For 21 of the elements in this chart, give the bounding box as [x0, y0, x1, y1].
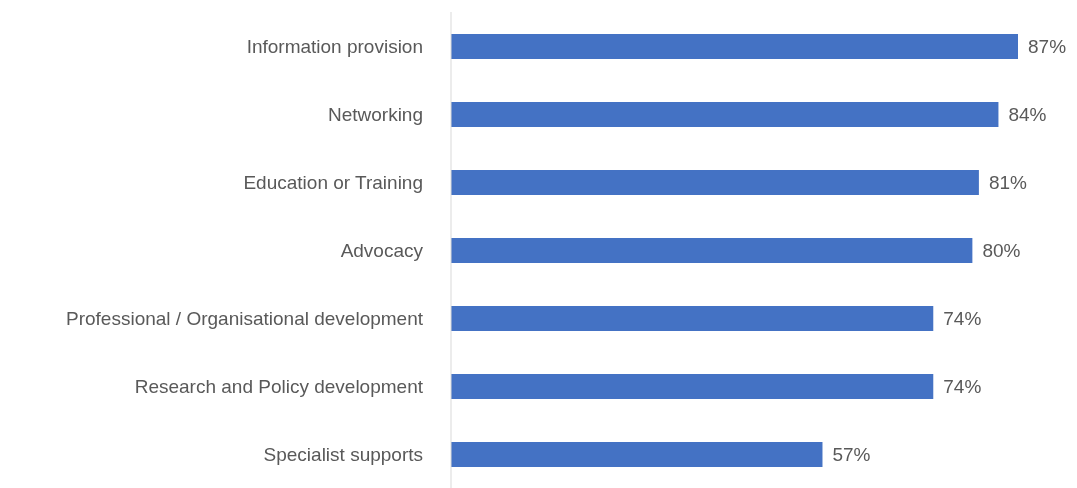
y-tick-label: Networking — [327, 103, 423, 125]
data-label: 87% — [1028, 36, 1067, 58]
y-tick-label: Information provision — [246, 35, 423, 57]
data-label: 80% — [982, 240, 1021, 262]
bar — [451, 306, 934, 331]
y-tick-label: Education or Training — [243, 171, 423, 193]
bar — [451, 442, 823, 467]
y-tick-label: Specialist supports — [263, 443, 423, 465]
bar — [451, 374, 934, 399]
data-label: 74% — [943, 376, 982, 398]
y-tick-label: Research and Policy development — [134, 375, 424, 397]
bar — [451, 34, 1018, 59]
data-label: 74% — [943, 308, 982, 330]
bar — [451, 102, 999, 127]
data-label: 84% — [1008, 104, 1047, 126]
bar — [451, 238, 973, 263]
data-label: 81% — [988, 172, 1028, 194]
y-tick-label: Advocacy — [340, 239, 424, 261]
data-label: 57% — [832, 444, 871, 466]
bar — [451, 170, 979, 195]
y-tick-label: Professional / Organisational development — [66, 307, 424, 329]
